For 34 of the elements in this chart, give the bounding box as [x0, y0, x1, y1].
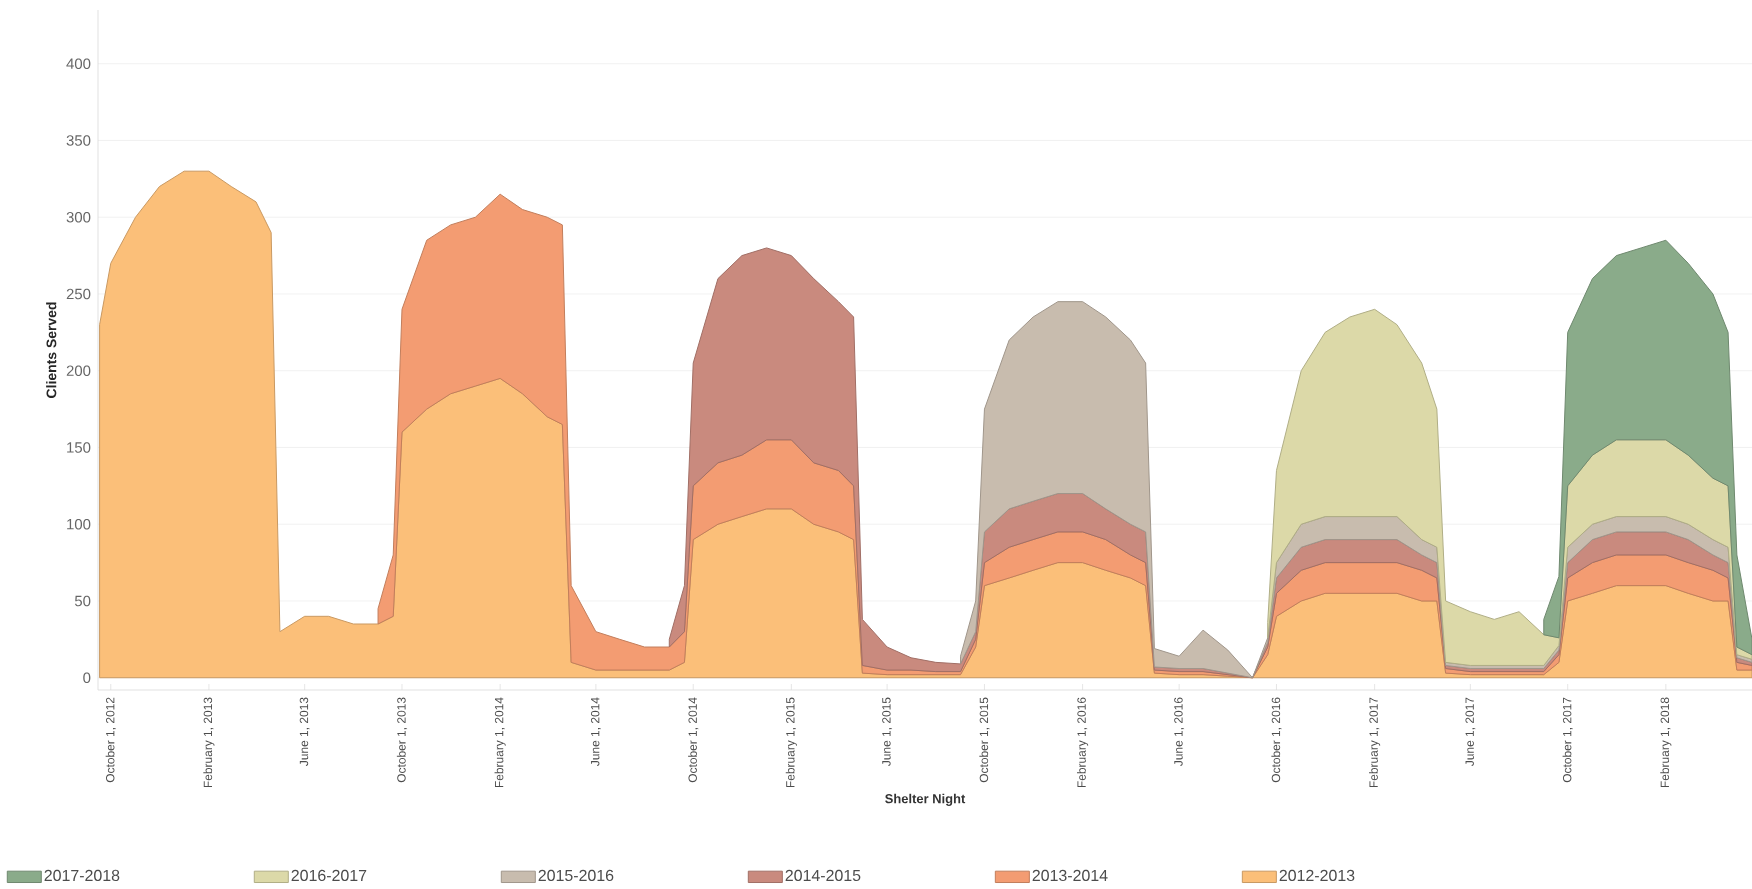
y-tick-label: 150: [67, 442, 91, 453]
x-tick-label: June 1, 2013: [299, 697, 310, 766]
y-tick-label: 250: [66, 288, 91, 300]
x-tick-label: October 1, 2014: [688, 697, 699, 783]
legend-label: 2012-2013: [1279, 869, 1355, 882]
y-tick-label: 50: [74, 595, 91, 607]
legend-label: 2013-2014: [1032, 869, 1108, 882]
x-axis-title: Shelter Night: [885, 793, 966, 806]
x-tick-label: February 1, 2018: [1660, 697, 1672, 788]
x-tick-label: June 1, 2015: [882, 697, 893, 766]
y-axis-title: Clients Served: [46, 302, 57, 398]
x-tick-label: October 1, 2012: [105, 697, 116, 783]
y-tick-label: 350: [66, 135, 91, 146]
x-tick-label: October 1, 2015: [979, 697, 990, 783]
x-tick-label: June 1, 2017: [1465, 697, 1476, 766]
y-tick-label: 200: [66, 365, 91, 377]
x-tick-label: February 1, 2013: [203, 697, 215, 788]
y-tick-label: 400: [66, 58, 91, 70]
y-tick-label: 100: [67, 518, 91, 530]
x-tick-label: February 1, 2014: [494, 697, 506, 788]
x-tick-label: October 1, 2013: [396, 697, 408, 783]
legend-label: 2017-2018: [44, 869, 120, 882]
legend-label: 2014-2015: [785, 869, 861, 882]
x-tick-label: June 1, 2016: [1174, 697, 1185, 766]
legend-label: 2016-2017: [291, 869, 367, 882]
x-tick-label: February 1, 2017: [1369, 697, 1381, 788]
y-tick-label: 0: [83, 672, 91, 684]
x-tick-label: February 1, 2015: [785, 697, 797, 788]
x-tick-label: October 1, 2016: [1271, 697, 1282, 783]
y-tick-label: 300: [66, 211, 91, 223]
x-tick-label: October 1, 2017: [1562, 697, 1573, 783]
x-tick-label: June 1, 2014: [590, 697, 601, 766]
x-tick-label: February 1, 2016: [1076, 697, 1089, 788]
legend-label: 2015-2016: [538, 869, 614, 882]
